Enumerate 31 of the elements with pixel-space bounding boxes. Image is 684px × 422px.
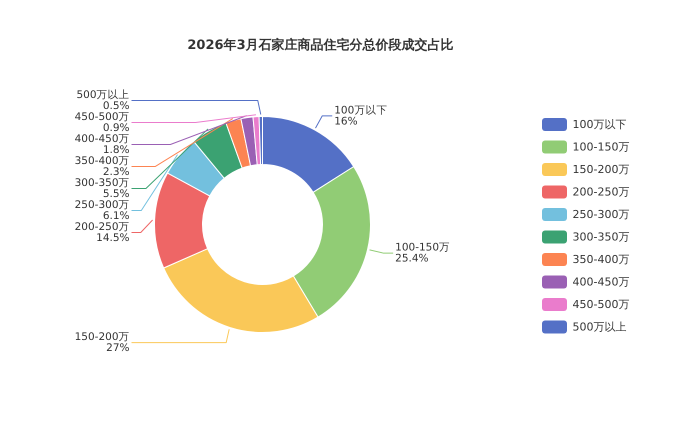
- legend-label: 100-150万: [572, 140, 630, 154]
- data-label: 16%: [334, 115, 358, 128]
- slice-label: 450-500万: [74, 111, 130, 124]
- slice-label: 300-350万: [74, 177, 130, 190]
- legend-label: 500万以上: [572, 320, 626, 334]
- legend-label: 350-400万: [572, 253, 630, 266]
- data-label: 25.4%: [395, 252, 429, 265]
- slice-label: 250-300万: [74, 199, 130, 212]
- legend-label: 450-500万: [572, 298, 630, 311]
- legend-label: 250-300万: [572, 208, 630, 221]
- data-label: 5.5%: [102, 188, 130, 200]
- legend-label: 400-450万: [572, 276, 630, 288]
- slice-label: 350-400万: [74, 155, 130, 168]
- legend-label: 150-200万: [572, 163, 630, 176]
- data-label: 0.9%: [102, 122, 130, 134]
- data-label: 6.1%: [102, 210, 130, 222]
- slice-label: 500万以上: [76, 88, 130, 102]
- chart-title: 2026年3月石家庄商品住宅分总价段成交占比: [187, 37, 454, 53]
- slice-label: 200-250万: [74, 221, 130, 234]
- legend-label: 100万以下: [572, 118, 626, 131]
- data-label: 2.3%: [102, 166, 130, 178]
- legend-label: 300-350万: [572, 230, 630, 244]
- data-label: 0.5%: [102, 100, 130, 112]
- slice-label: 400-450万: [74, 133, 130, 146]
- data-label: 1.8%: [102, 144, 130, 156]
- legend-label: 200-250万: [572, 186, 630, 198]
- slice-label: 150-200万: [74, 331, 130, 344]
- slice-label: 100-150万: [395, 242, 450, 254]
- slice-label: 100万以下: [334, 103, 388, 116]
- data-label: 27%: [106, 342, 130, 354]
- data-label: 14.5%: [96, 232, 130, 244]
